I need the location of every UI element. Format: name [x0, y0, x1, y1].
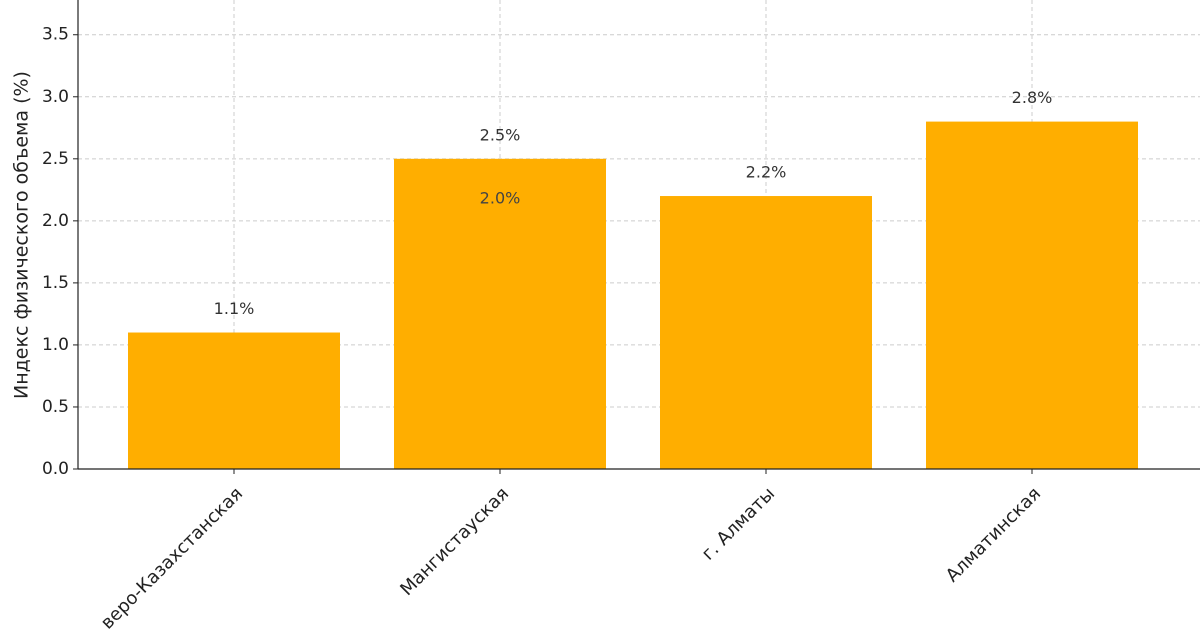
- y-tick-label: 2.0: [42, 211, 69, 231]
- x-tick-label: веро-Казахстанская: [97, 483, 247, 630]
- y-axis-label: Индекс физического объема (%): [11, 71, 33, 399]
- y-tick-label: 3.0: [42, 87, 69, 107]
- bar: [926, 121, 1138, 469]
- y-tick-label: 1.0: [42, 335, 69, 355]
- value-label: 2.2%: [746, 163, 787, 182]
- y-tick-label: 3.5: [42, 25, 69, 45]
- x-tick-label: Алматинская: [942, 483, 1045, 586]
- bar: [394, 158, 606, 469]
- x-tick-label: Мангистауская: [396, 483, 513, 600]
- bar: [660, 196, 872, 469]
- bar: [128, 332, 340, 469]
- y-tick-label: 1.5: [42, 273, 69, 293]
- value-label: 1.1%: [214, 299, 255, 318]
- y-tick-label: 0.0: [42, 459, 69, 479]
- annotation: 2.0%: [480, 188, 521, 207]
- y-tick-label: 2.5: [42, 149, 69, 169]
- value-label: 2.8%: [1012, 88, 1053, 107]
- value-label: 2.5%: [480, 125, 521, 144]
- y-tick-label: 0.5: [42, 397, 69, 417]
- x-tick-label: г. Алматы: [698, 483, 779, 564]
